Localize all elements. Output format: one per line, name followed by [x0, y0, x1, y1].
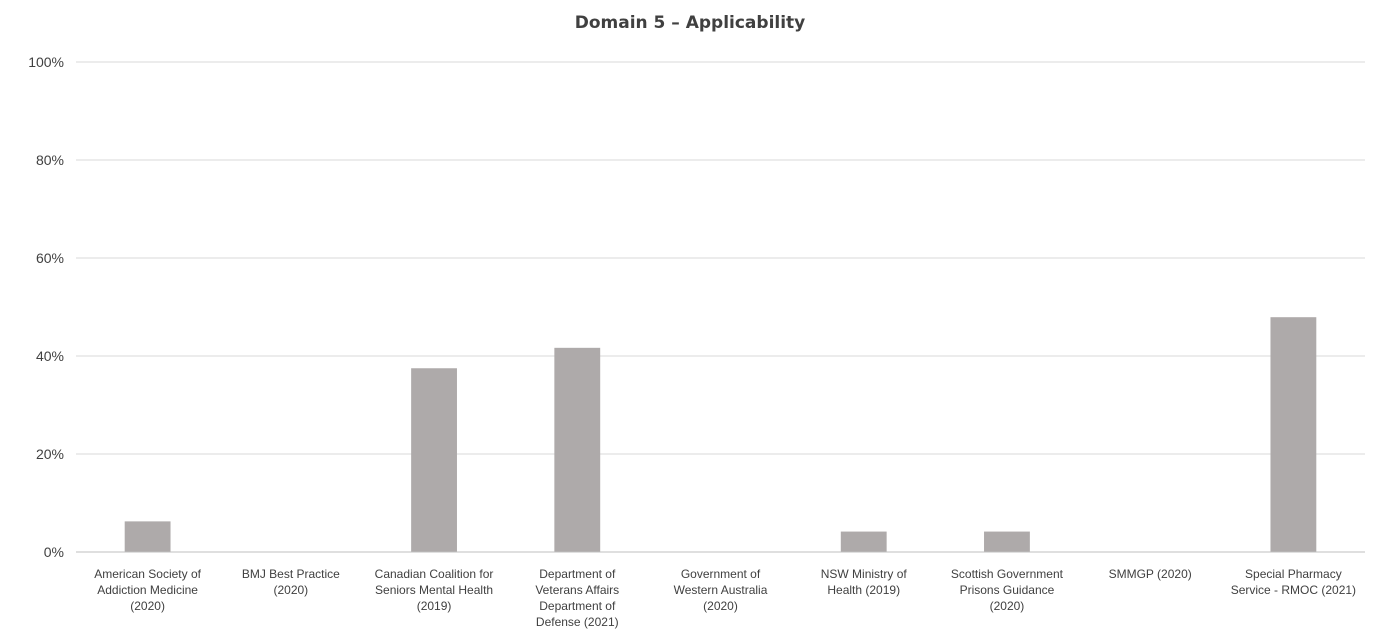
x-tick-label: Canadian Coalition for Seniors Mental Hea… — [375, 567, 494, 613]
bar — [1270, 317, 1317, 552]
x-tick-label: American Society of Addiction Medicine (20… — [94, 567, 201, 613]
x-tick-label-line: BMJ Best Practice — [242, 567, 340, 581]
x-tick-label-line: (2020) — [990, 599, 1025, 613]
bar — [411, 368, 457, 552]
x-tick-label: NSW Ministry of Health (2019) — [821, 567, 908, 597]
x-tick-label: BMJ Best Practice (2020) — [242, 567, 340, 597]
x-tick-label-line: Veterans Affairs — [535, 583, 619, 597]
y-tick-label: 100% — [28, 54, 64, 70]
x-tick-label: Department of Veterans Affairs Department … — [535, 567, 619, 629]
x-tick-label-line: Scottish Government — [951, 567, 1064, 581]
y-tick-label: 60% — [36, 250, 64, 266]
x-tick-label-line: Addiction Medicine — [97, 583, 198, 597]
x-tick-label-line: NSW Ministry of — [821, 567, 908, 581]
y-tick-label: 80% — [36, 152, 64, 168]
bars — [124, 317, 1317, 552]
y-tick-label: 0% — [44, 544, 64, 560]
x-tick-label: Scottish Government Prisons Guidance (2020… — [951, 567, 1064, 613]
y-tick-label: 20% — [36, 446, 64, 462]
x-tick-label-line: Health (2019) — [827, 583, 900, 597]
gridlines — [76, 61, 1365, 455]
x-tick-label: Special Pharmacy Service - RMOC (2021) — [1231, 567, 1356, 597]
x-tick-label-line: (2020) — [273, 583, 308, 597]
x-tick-label-line: Department of — [539, 567, 616, 581]
x-axis-ticks: American Society of Addiction Medicine (20… — [94, 567, 1356, 629]
y-axis-ticks: 0% 20% 40% 60% 80% 100% — [28, 54, 64, 560]
x-tick-label-line: (2020) — [703, 599, 738, 613]
x-tick-label-line: American Society of — [94, 567, 201, 581]
x-tick-label-line: Western Australia — [674, 583, 768, 597]
bar — [984, 531, 1030, 552]
chart-title: Domain 5 – Applicability — [575, 13, 806, 33]
x-tick-label-line: SMMGP (2020) — [1109, 567, 1192, 581]
bar — [840, 531, 887, 552]
x-tick-label-line: Canadian Coalition for — [375, 567, 494, 581]
x-tick-label-line: Seniors Mental Health — [375, 583, 493, 597]
bar — [124, 521, 171, 552]
x-tick-label-line: Government of — [681, 567, 761, 581]
x-tick-label: SMMGP (2020) — [1109, 567, 1192, 581]
x-tick-label-line: Prisons Guidance — [960, 583, 1055, 597]
bar — [554, 347, 601, 552]
x-tick-label-line: (2019) — [417, 599, 452, 613]
x-tick-label-line: Defense (2021) — [536, 615, 619, 629]
x-tick-label: Government of Western Australia (2020) — [674, 567, 768, 613]
x-tick-label-line: (2020) — [130, 599, 165, 613]
y-tick-label: 40% — [36, 348, 64, 364]
x-tick-label-line: Special Pharmacy — [1245, 567, 1342, 581]
x-tick-label-line: Service - RMOC (2021) — [1231, 583, 1356, 597]
x-tick-label-line: Department of — [539, 599, 616, 613]
